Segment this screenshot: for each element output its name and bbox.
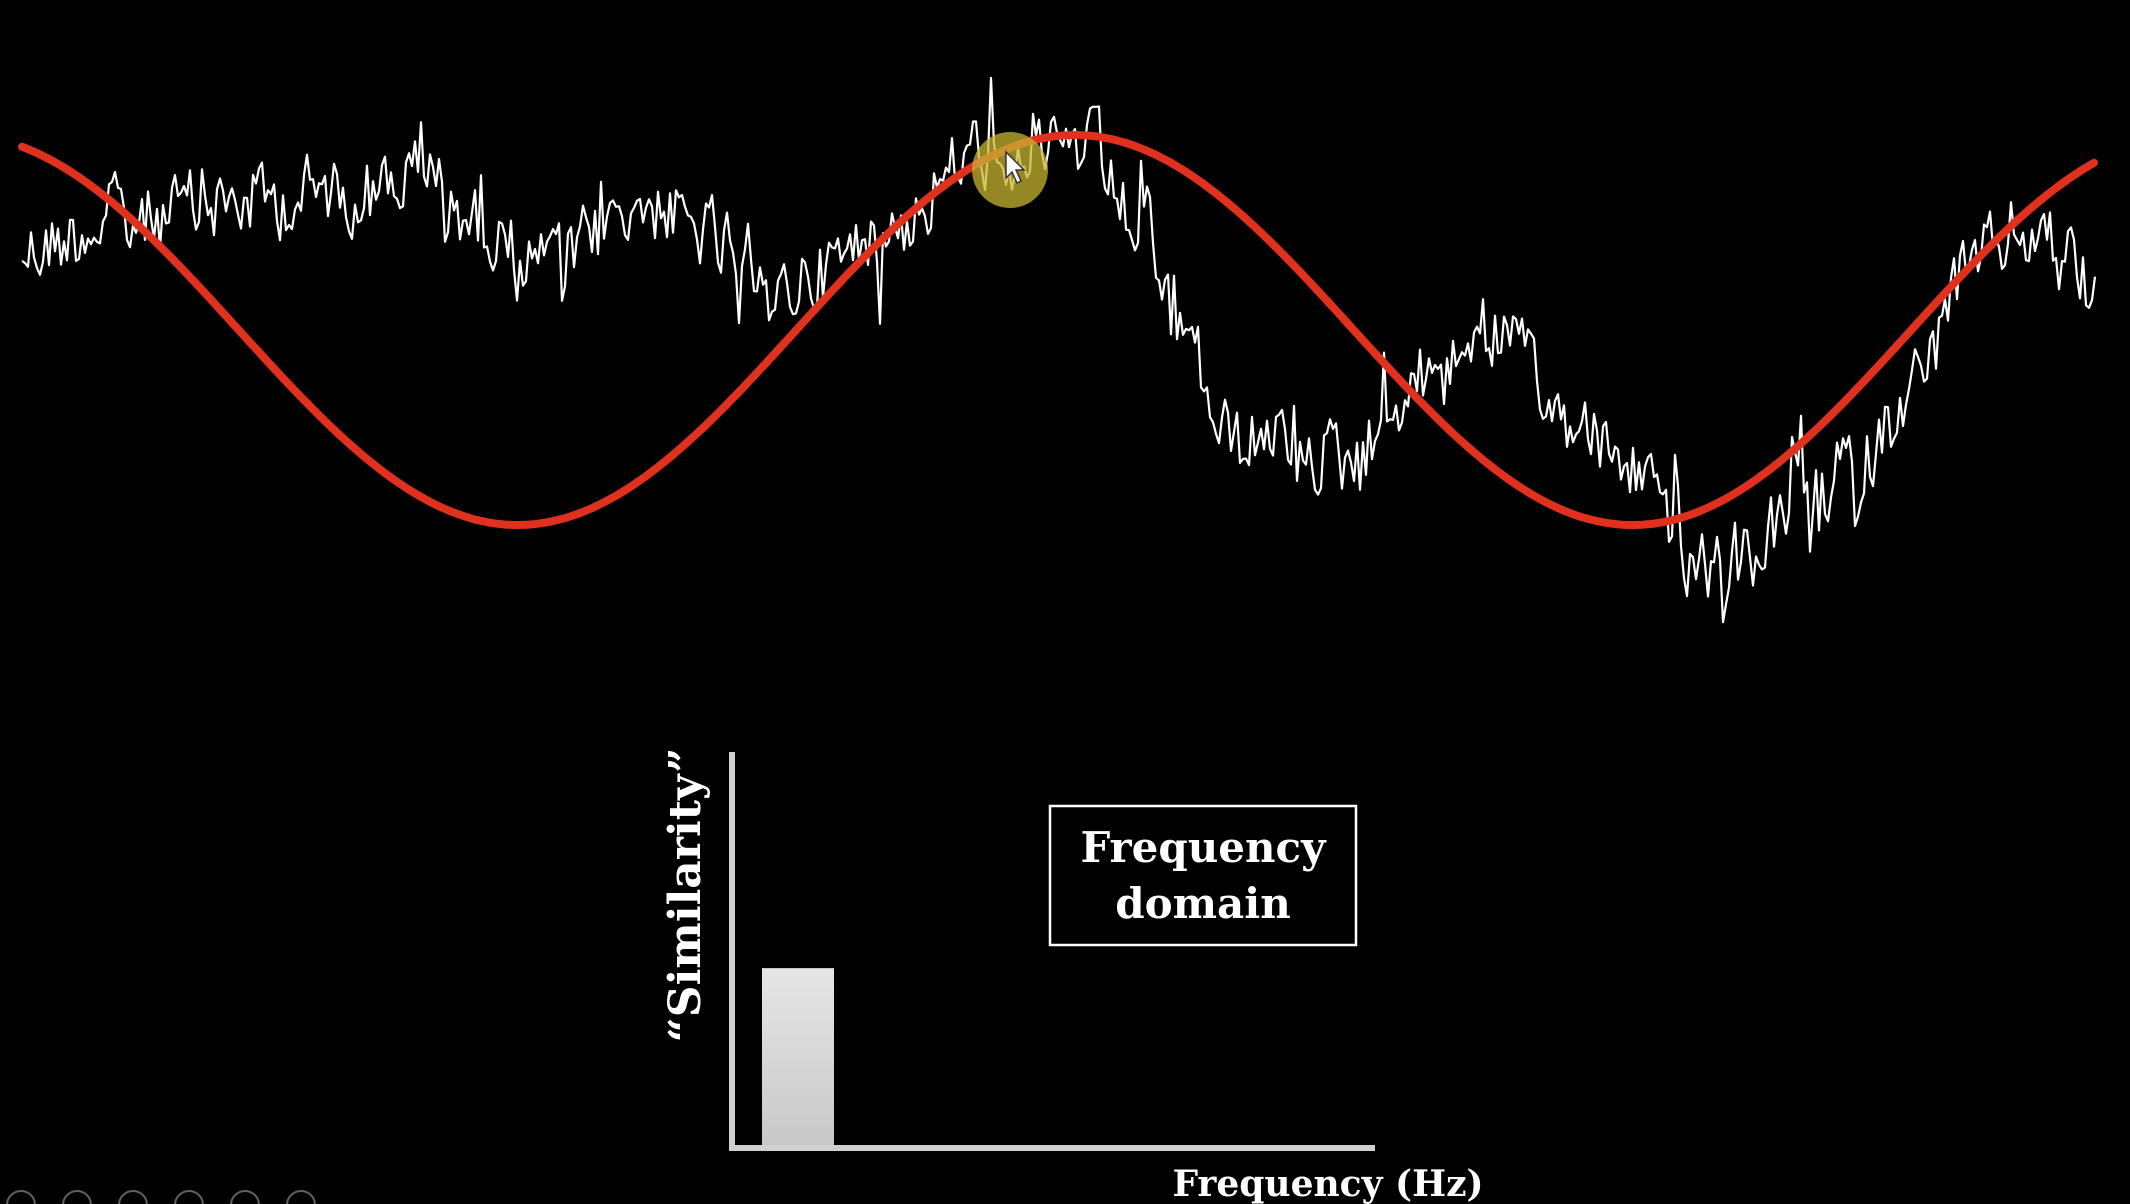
presentation-controls — [0, 1190, 316, 1204]
noisy-signal-trace — [21, 76, 2097, 624]
y-axis-label: “Similarity” — [660, 747, 711, 1042]
pen-icon[interactable] — [118, 1190, 148, 1204]
x-axis-label: Frequency (Hz) — [1172, 1163, 1483, 1204]
sine-wave-curve — [18, 131, 2098, 529]
frequency-domain-line1: Frequency — [1080, 823, 1327, 872]
next-slide-icon[interactable] — [62, 1190, 92, 1204]
mouse-pointer-icon — [1005, 150, 1026, 185]
bars-group — [762, 968, 834, 1145]
frequency-bar — [762, 968, 834, 1145]
more-options-icon[interactable] — [286, 1190, 316, 1204]
slides-grid-icon[interactable] — [174, 1190, 204, 1204]
frequency-domain-line2: domain — [1115, 879, 1291, 928]
previous-slide-icon[interactable] — [6, 1190, 36, 1204]
zoom-icon[interactable] — [230, 1190, 260, 1204]
frequency-domain-box — [1048, 804, 1358, 947]
